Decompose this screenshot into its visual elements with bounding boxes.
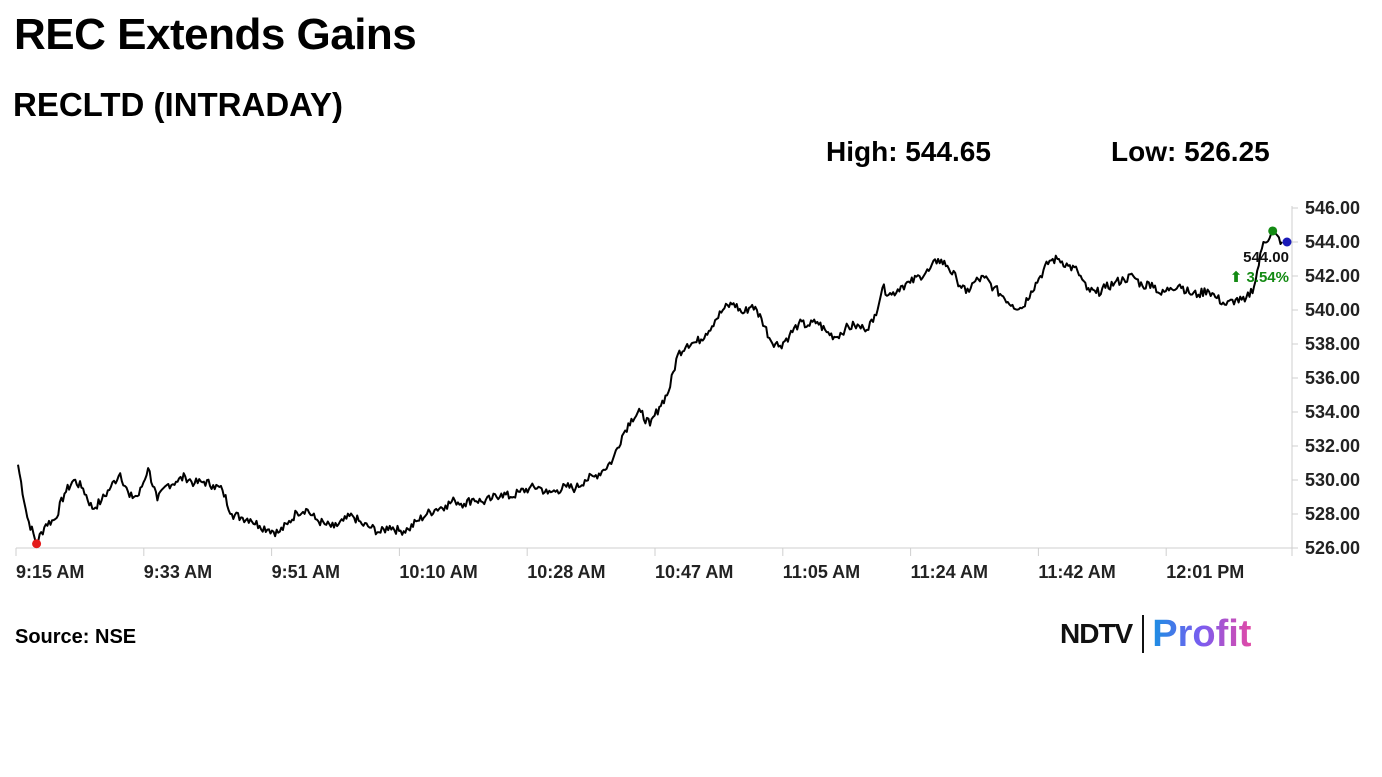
logo-profit-text: Profit [1152, 612, 1252, 655]
x-tick-label: 11:24 AM [911, 562, 988, 582]
source-note: Source: NSE [15, 626, 137, 648]
x-tick-group: 9:15 AM 9:33 AM 9:51 AM 10:10 AM 10:28 AM 10:… [15, 548, 1244, 582]
ndtv-profit-logo: NDTV Profit [1060, 612, 1251, 656]
y-tick-label: 540.00 [1305, 300, 1360, 320]
day-low-stat: Low: 526.25 [1111, 136, 1270, 167]
y-tick-label: 526.00 [1305, 538, 1360, 558]
x-tick-label: 10:28 AM [527, 562, 605, 582]
logo-divider [1142, 615, 1145, 653]
y-tick-label: 536.00 [1305, 368, 1360, 388]
high-point-marker [1268, 226, 1278, 236]
y-tick-label: 544.00 [1305, 232, 1360, 252]
last-price-marker [1282, 237, 1292, 247]
chart-subtitle: RECLTD (INTRADAY) [13, 86, 343, 123]
x-tick-label: 9:51 AM [272, 562, 340, 582]
y-tick-label: 542.00 [1305, 266, 1360, 286]
x-tick-label: 9:33 AM [144, 562, 212, 582]
y-tick-group: 546.00 544.00 542.00 540.00 538.00 536.00 534.… [1292, 198, 1360, 558]
x-tick-label: 12:01 PM [1166, 562, 1244, 582]
price-series-line [17, 232, 1283, 544]
x-tick-label: 10:47 AM [655, 562, 733, 582]
y-tick-label: 532.00 [1305, 436, 1360, 456]
logo-ndtv-text: NDTV [1060, 618, 1133, 649]
x-tick-label: 9:15 AM [16, 562, 84, 582]
low-point-marker [32, 539, 42, 549]
y-tick-label: 538.00 [1305, 334, 1360, 354]
y-tick-label: 546.00 [1305, 198, 1360, 218]
y-tick-label: 534.00 [1305, 402, 1360, 422]
day-high-stat: High: 544.65 [826, 136, 991, 167]
x-tick-label: 11:05 AM [783, 562, 860, 582]
x-tick-label: 11:42 AM [1038, 562, 1115, 582]
y-tick-label: 530.00 [1305, 470, 1360, 490]
y-tick-label: 528.00 [1305, 504, 1360, 524]
x-tick-label: 10:10 AM [399, 562, 477, 582]
change-percent-label: ⬆ 3.54% [1230, 269, 1289, 286]
chart-title: REC Extends Gains [14, 10, 417, 59]
last-price-label: 544.00 [1243, 249, 1289, 266]
